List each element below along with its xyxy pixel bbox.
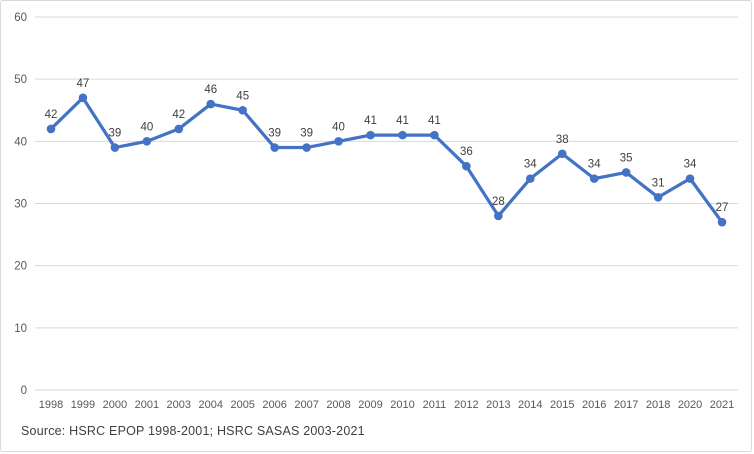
data-point-marker [366,130,375,140]
x-axis-tick-label: 1999 [71,399,95,411]
y-axis-tick-label: 60 [14,12,27,24]
data-point-marker [206,99,216,109]
data-point-marker [494,211,503,221]
data-point-marker [270,143,279,152]
data-point-marker [302,143,311,152]
data-point-label: 42 [172,109,185,121]
data-point-label: 34 [588,159,601,171]
x-axis-tick-label: 2015 [550,399,574,411]
data-point-marker [238,105,248,115]
data-point-label: 34 [524,159,537,171]
y-axis-tick-label: 30 [14,199,27,211]
data-point-marker [589,174,599,183]
data-point-label: 27 [716,202,729,214]
y-axis-tick-label: 20 [14,261,27,273]
data-point-marker [557,149,567,159]
x-axis-tick-label: 2010 [390,399,414,411]
x-axis-tick-label: 2020 [678,399,702,411]
x-axis-tick-label: 2004 [199,399,223,411]
data-point-label: 39 [300,128,313,140]
data-point-label: 46 [204,84,217,96]
x-axis-tick-label: 2006 [262,399,286,411]
data-point-marker [525,174,535,183]
data-point-label: 36 [460,146,473,158]
data-point-marker [334,137,343,146]
data-point-marker [398,130,407,140]
x-axis-tick-label: 2007 [294,399,318,411]
x-axis-tick-label: 2001 [135,399,159,411]
data-point-label: 41 [364,115,377,127]
x-axis-tick-label: 2021 [710,399,734,411]
x-axis-tick-label: 2018 [646,399,670,411]
y-axis-tick-label: 10 [14,323,27,335]
x-axis-tick-label: 2008 [326,399,350,411]
x-axis-tick-label: 1998 [39,399,63,411]
y-axis-tick-label: 50 [14,74,27,86]
data-point-marker [685,174,695,183]
data-point-label: 39 [108,128,121,140]
y-axis-tick-label: 0 [21,385,27,397]
x-axis-tick-label: 2014 [518,399,542,411]
x-axis-tick-label: 2003 [167,399,191,411]
data-point-marker [653,192,663,202]
data-point-label: 42 [45,109,58,121]
data-point-label: 40 [332,121,345,133]
x-axis-tick-label: 2005 [230,399,254,411]
x-axis-tick-label: 2017 [614,399,638,411]
data-point-marker [430,130,439,140]
data-point-label: 39 [268,128,281,140]
data-point-marker [46,124,56,134]
x-axis-tick-label: 2011 [423,399,447,411]
data-point-label: 35 [620,152,633,164]
x-axis-tick-label: 2012 [454,399,478,411]
data-point-label: 41 [428,115,441,127]
data-point-label: 34 [684,159,697,171]
data-point-marker [174,124,184,134]
y-axis-tick-label: 40 [14,136,27,148]
data-point-label: 41 [396,115,409,127]
data-point-marker [621,168,631,177]
data-point-label: 47 [77,78,90,90]
data-point-label: 31 [652,177,665,189]
data-point-label: 40 [140,121,153,133]
data-point-marker [142,137,152,146]
data-point-marker [717,217,727,227]
data-point-label: 28 [492,196,505,208]
x-axis-tick-label: 2000 [103,399,127,411]
data-point-marker [78,93,88,103]
data-point-label: 45 [236,90,249,102]
data-series-line [49,96,724,224]
x-axis-tick-label: 2013 [486,399,510,411]
x-axis-tick-label: 2016 [582,399,606,411]
data-point-label: 38 [556,134,569,146]
x-axis-tick-label: 2009 [358,399,382,411]
data-point-marker [110,143,120,152]
line-chart: 0 10 20 30 40 50 60 1998 1999 2000 2001 2003 2004 200… [14,12,738,411]
data-point-marker [462,161,471,171]
source-note: Source: HSRC EPOP 1998-2001; HSRC SASAS … [21,424,365,438]
